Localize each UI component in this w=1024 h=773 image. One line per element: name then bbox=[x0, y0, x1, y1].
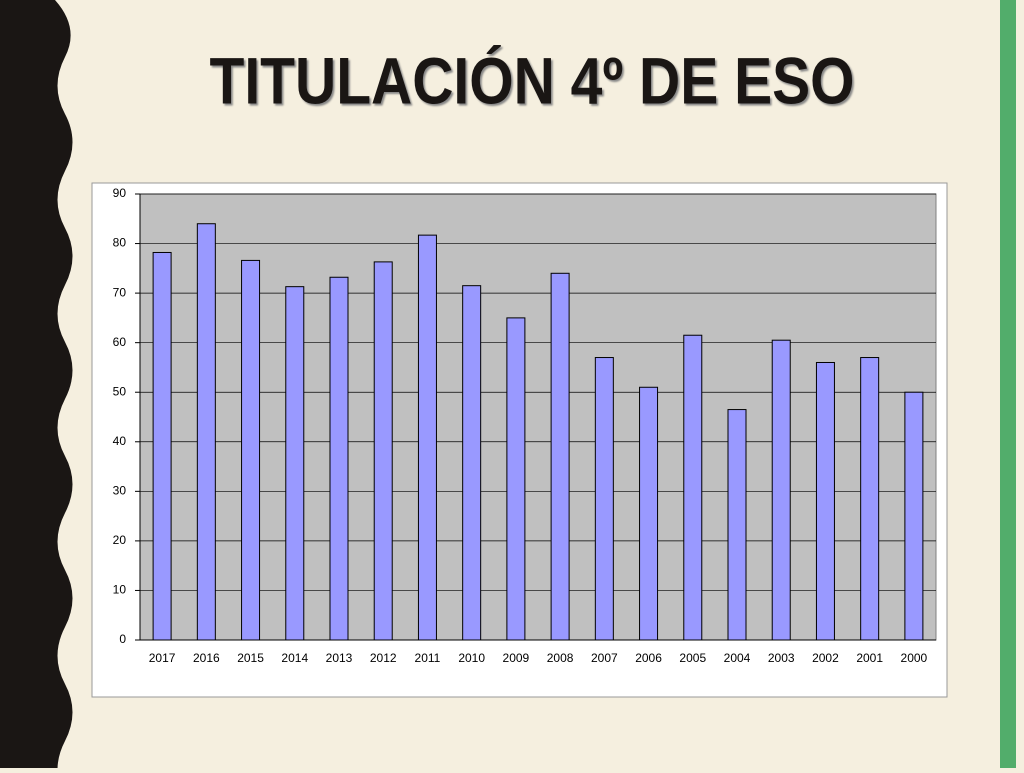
x-tick-label: 2006 bbox=[635, 651, 662, 665]
bar bbox=[727, 409, 747, 641]
x-tick-label: 2005 bbox=[679, 651, 706, 665]
y-tick-label: 80 bbox=[113, 236, 127, 250]
x-tick-label: 2015 bbox=[237, 651, 264, 665]
bar bbox=[771, 339, 791, 641]
x-tick-label: 2004 bbox=[724, 651, 751, 665]
bar bbox=[594, 357, 614, 641]
bar bbox=[196, 223, 216, 641]
x-tick-label: 2017 bbox=[149, 651, 176, 665]
y-tick-label: 20 bbox=[113, 533, 127, 547]
x-tick-label: 2016 bbox=[193, 651, 220, 665]
x-tick-label: 2003 bbox=[768, 651, 795, 665]
x-tick-label: 2013 bbox=[326, 651, 353, 665]
y-tick-label: 10 bbox=[113, 583, 127, 597]
bar bbox=[417, 234, 437, 641]
y-tick-label: 70 bbox=[113, 285, 127, 299]
bar bbox=[285, 286, 305, 641]
bar bbox=[241, 259, 261, 641]
bar bbox=[329, 276, 349, 641]
x-tick-label: 2009 bbox=[503, 651, 530, 665]
x-tick-label: 2007 bbox=[591, 651, 618, 665]
bar bbox=[152, 251, 172, 641]
bar bbox=[639, 386, 659, 641]
x-tick-label: 2011 bbox=[415, 651, 441, 665]
y-tick-label: 40 bbox=[113, 434, 127, 448]
accent-bar bbox=[1000, 0, 1016, 768]
x-tick-label: 2000 bbox=[901, 651, 928, 665]
bar bbox=[904, 391, 924, 641]
bar bbox=[815, 361, 835, 641]
bar bbox=[506, 317, 526, 641]
x-tick-label: 2008 bbox=[547, 651, 574, 665]
y-tick-label: 50 bbox=[113, 384, 127, 398]
x-tick-label: 2001 bbox=[856, 651, 883, 665]
bar bbox=[550, 272, 570, 641]
bar bbox=[462, 285, 482, 641]
y-tick-label: 60 bbox=[113, 335, 127, 349]
bar bbox=[373, 261, 393, 641]
x-tick-label: 2002 bbox=[812, 651, 839, 665]
bar bbox=[683, 334, 703, 641]
plot-area bbox=[139, 193, 937, 641]
y-tick-label: 90 bbox=[113, 186, 127, 200]
chart-title: TITULACIÓN 4º DE ESO bbox=[210, 43, 855, 117]
x-tick-label: 2010 bbox=[458, 651, 485, 665]
y-tick-label: 0 bbox=[119, 632, 126, 646]
x-tick-label: 2012 bbox=[370, 651, 397, 665]
wavy-band bbox=[0, 0, 73, 773]
x-tick-label: 2014 bbox=[281, 651, 308, 665]
y-tick-label: 30 bbox=[113, 484, 127, 498]
bar bbox=[860, 357, 880, 641]
